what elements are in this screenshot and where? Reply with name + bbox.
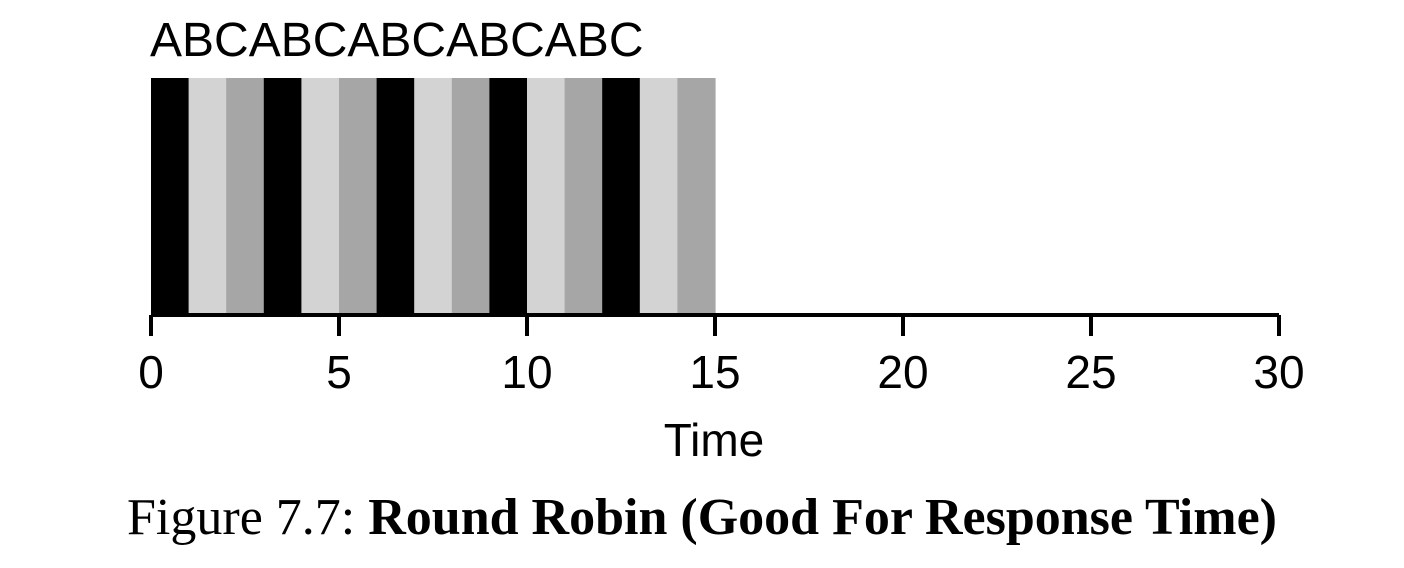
- x-tick-label-15: 15: [689, 346, 740, 398]
- caption-prefix: Figure 7.7:: [127, 489, 369, 546]
- x-tick-label-5: 5: [326, 346, 352, 398]
- segment-job-b-10: [527, 78, 566, 314]
- x-tick-label-0: 0: [138, 346, 164, 398]
- segment-group: [151, 78, 716, 314]
- segment-job-c-2: [226, 78, 265, 314]
- x-tick-group: 0 5 10 15 20 25 30: [138, 315, 1305, 398]
- x-tick-label-25: 25: [1065, 346, 1116, 398]
- segment-job-c-5: [339, 78, 378, 314]
- segment-job-b-1: [188, 78, 227, 314]
- caption-title: Round Robin (Good For Response Time): [368, 489, 1277, 546]
- segment-job-c-8: [451, 78, 490, 314]
- job-sequence-label: ABCABCABCABCABC: [150, 14, 643, 67]
- segment-job-c-14: [677, 78, 716, 314]
- segment-job-b-4: [301, 78, 340, 314]
- round-robin-chart: ABCABCABCABCABC 0 5 10 15 20 25 30 Time: [138, 14, 1305, 466]
- segment-job-a-12: [602, 78, 641, 314]
- segment-job-a-0: [151, 78, 190, 314]
- segment-job-a-9: [489, 78, 528, 314]
- segment-job-c-11: [564, 78, 603, 314]
- x-tick-label-30: 30: [1253, 346, 1304, 398]
- segment-job-a-6: [376, 78, 415, 314]
- x-axis-label: Time: [664, 414, 765, 466]
- segment-job-b-13: [639, 78, 678, 314]
- x-tick-label-20: 20: [877, 346, 928, 398]
- figure-caption: Figure 7.7: Round Robin (Good For Respon…: [0, 478, 1404, 558]
- x-tick-label-10: 10: [501, 346, 552, 398]
- segment-job-b-7: [414, 78, 453, 314]
- segment-job-a-3: [263, 78, 302, 314]
